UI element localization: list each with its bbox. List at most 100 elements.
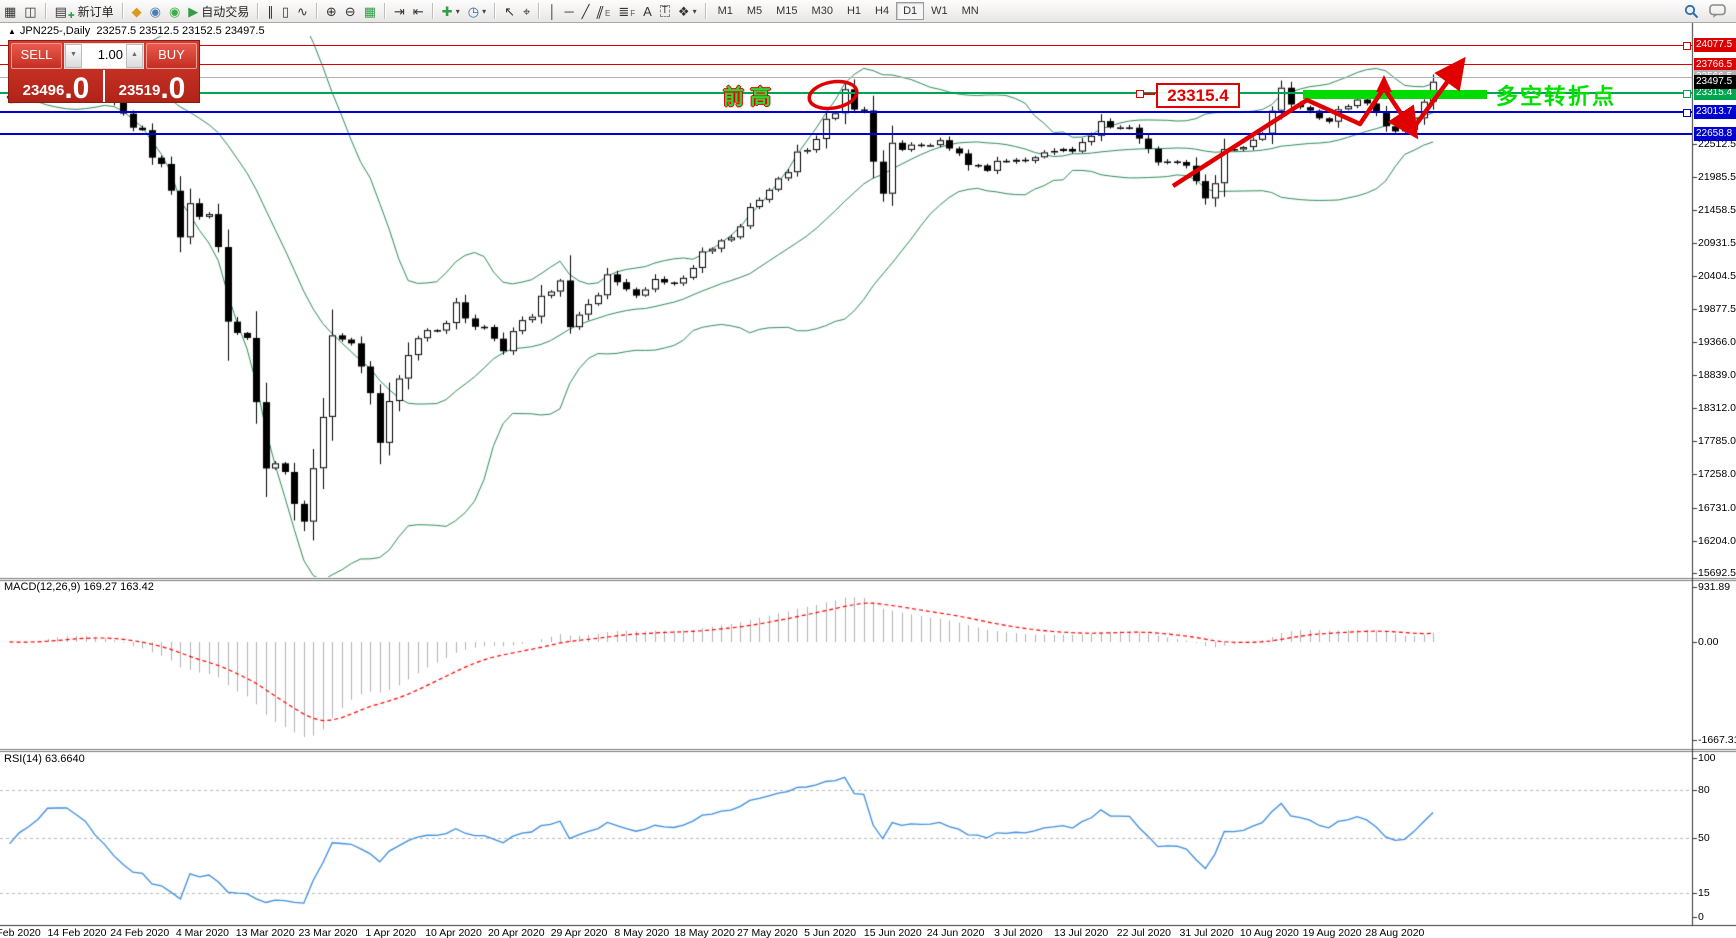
periods-button[interactable]: ◷ ▾: [467, 3, 487, 19]
rsi-axis-tick: 80: [1698, 783, 1710, 796]
price-axis-tick: 18839.0: [1698, 368, 1736, 381]
collapse-icon[interactable]: ▲: [8, 27, 16, 36]
vertical-line-icon[interactable]: │: [544, 4, 560, 19]
price-axis-tick: 18312.0: [1698, 402, 1736, 415]
vertical-line-icon: │: [548, 3, 557, 19]
price-axis-tick: 21458.5: [1698, 203, 1736, 216]
hline-23013.7[interactable]: [0, 111, 1692, 113]
timeframe-m30[interactable]: M30: [811, 5, 833, 17]
cursor-icon[interactable]: ↖: [500, 4, 519, 19]
date-axis-label: 23 Mar 2020: [298, 927, 358, 938]
zoom-out-icon[interactable]: ⊖: [341, 4, 360, 19]
hline-endpoint-marker: [1683, 109, 1691, 117]
hline-22658.8[interactable]: [0, 133, 1692, 136]
timeframe-h4[interactable]: H4: [875, 5, 890, 17]
autotrading-button[interactable]: ▶ 自动交易: [184, 2, 253, 21]
zoom-in-icon[interactable]: ⊕: [322, 4, 341, 19]
macd-axis-tick: 0.00: [1698, 636, 1719, 648]
timeframe-d1[interactable]: D1: [896, 2, 925, 20]
trendline-icon[interactable]: ╱: [578, 4, 594, 19]
one-click-trading-panel: SELL ▼ 1.00 ▲ BUY 23496 .0 23519 .0: [8, 40, 200, 105]
text-icon: A: [643, 3, 652, 19]
search-icon[interactable]: [1684, 4, 1699, 19]
current-price-tag: 23497.5: [1694, 74, 1736, 89]
sell-price[interactable]: 23496 .0: [9, 70, 103, 104]
price-axis-tick: 19366.0: [1698, 335, 1736, 348]
bar-chart-icon[interactable]: ∥: [263, 4, 278, 19]
indicators-button: ✚: [441, 3, 453, 19]
hline-endpoint-marker: [1683, 42, 1691, 50]
hline-24077.5[interactable]: [0, 44, 1692, 46]
chart-shift-icon[interactable]: ⇤: [409, 4, 428, 19]
hline-23566.5[interactable]: [0, 76, 1692, 78]
auto-scroll-icon[interactable]: ⇥: [390, 4, 409, 19]
volume-decrease-button[interactable]: ▼: [65, 44, 82, 68]
price-axis-tick: 16204.0: [1698, 534, 1736, 547]
navigator-icon[interactable]: ◫: [20, 4, 40, 19]
front-high-label[interactable]: 前高: [723, 86, 777, 109]
indicators-button[interactable]: ✚ ▾: [441, 3, 460, 19]
chart-symbol-period: JPN225-,Daily: [19, 25, 91, 37]
toolbar: ▦ ◫ ▤ ✚ 新订单 ◆ ◉ ◉ ▶ 自动交易 ∥ ▯ ∿ ⊕ ⊖ ▦ ⇥ ⇤ ✚ ▾ ◷ ▾ ↖ ⌖ │ ─ ╱ ∥ E ≣ F A T ❖ ▾…: [0, 0, 1736, 23]
resistance-zone-bar[interactable]: [1303, 90, 1487, 99]
arrows-icon: ❖: [677, 3, 690, 19]
price-axis-tick: 20404.5: [1698, 270, 1736, 283]
horizontal-line-icon: ─: [564, 3, 574, 19]
timeframe-m1[interactable]: M1: [717, 5, 733, 17]
chart-shift-icon: ⇤: [412, 3, 424, 19]
sell-button[interactable]: SELL: [11, 43, 62, 69]
fibonacci-icon: ≣: [618, 3, 630, 19]
price-axis-tick: 16731.0: [1698, 501, 1736, 514]
timeframe-h1[interactable]: H1: [846, 5, 862, 17]
price-axis-tick: 17258.0: [1698, 468, 1736, 481]
tile-windows-icon[interactable]: ▦: [360, 4, 380, 19]
hline-23766.5[interactable]: [0, 64, 1692, 66]
zoom-out-icon: ⊖: [344, 3, 356, 19]
timeframe-w1[interactable]: W1: [931, 5, 948, 17]
macd-axis-tick: 931.89: [1698, 581, 1731, 594]
market-watch-icon[interactable]: ▦: [0, 4, 20, 19]
autotrading-button-label: 自动交易: [201, 4, 250, 19]
date-axis-label: 5 Jun 2020: [804, 927, 857, 938]
navigator-icon: ◫: [24, 3, 37, 19]
chart-title: ▲ JPN225-,Daily 23257.5 23512.5 23152.5 2…: [8, 25, 265, 37]
volume-input[interactable]: 1.00: [97, 47, 123, 62]
price-axis-tick: 21985.5: [1698, 170, 1736, 183]
text-label-icon[interactable]: T: [656, 4, 674, 18]
buy-price[interactable]: 23519 .0: [103, 70, 199, 105]
signals-icon[interactable]: ◉: [165, 4, 184, 19]
date-axis-label: 18 May 2020: [674, 927, 735, 938]
buy-button[interactable]: BUY: [146, 43, 197, 69]
timeframe-m15[interactable]: M15: [776, 5, 798, 17]
volume-increase-button[interactable]: ▲: [126, 44, 143, 68]
candlestick-chart-icon: ▯: [281, 3, 289, 19]
resistance-price-label[interactable]: 23315.4: [1156, 83, 1240, 108]
candlestick-chart-icon[interactable]: ▯: [278, 4, 293, 19]
new-order-button[interactable]: ▤ ✚ 新订单: [54, 3, 114, 20]
pivot-point-label[interactable]: 多空转折点: [1496, 84, 1617, 109]
line-chart-icon[interactable]: ∿: [293, 4, 312, 19]
hline-price-tag: 23315.4: [1694, 86, 1736, 100]
date-axis-label: 24 Feb 2020: [110, 927, 170, 938]
price-axis-tick: 19877.5: [1698, 303, 1736, 316]
text-icon[interactable]: A: [639, 4, 656, 19]
fibonacci-icon[interactable]: ≣ F: [618, 3, 636, 19]
timeframe-m5[interactable]: M5: [746, 5, 763, 17]
chat-icon[interactable]: [1709, 3, 1726, 19]
macd-axis-tick: -1667.31: [1698, 734, 1736, 747]
timeframe-mn[interactable]: MN: [961, 5, 979, 17]
price-axis-tick: 20931.5: [1698, 237, 1736, 250]
signals-icon: ◉: [168, 3, 181, 19]
depth-of-market-icon[interactable]: ◆: [128, 4, 146, 19]
periods-button: ◷: [467, 3, 480, 19]
channel-icon[interactable]: ∥ E: [595, 3, 611, 19]
date-axis-label: 13 Jul 2020: [1053, 927, 1109, 938]
crosshair-icon[interactable]: ⌖: [519, 4, 534, 19]
mql5-community-icon[interactable]: ◉: [146, 4, 165, 19]
buy-price-frac: .0: [160, 72, 186, 105]
macd-indicator-label: MACD(12,26,9) 169.27 163.42: [4, 581, 154, 593]
arrows-icon[interactable]: ❖ ▾: [677, 3, 697, 19]
hline-price-tag: 23013.7: [1694, 105, 1736, 119]
horizontal-line-icon[interactable]: ─: [560, 4, 577, 19]
